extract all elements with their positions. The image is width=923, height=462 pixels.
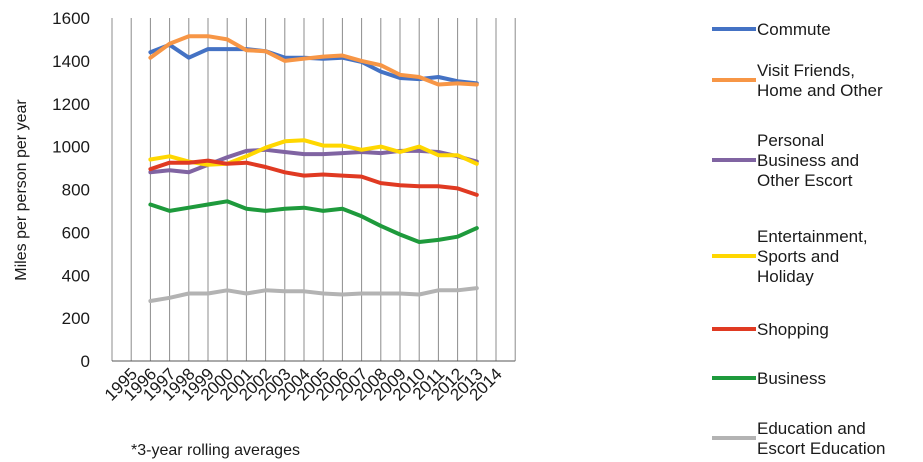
series-line [148, 286, 479, 303]
legend-label: Other Escort [757, 171, 853, 190]
legend-label: Sports and [757, 247, 839, 266]
series-line [148, 199, 479, 244]
y-tick-label: 0 [81, 352, 90, 371]
vertical-gridlines [111, 18, 516, 361]
series-line [148, 158, 479, 197]
legend-label: Business and [757, 151, 859, 170]
legend-label: Home and Other [757, 81, 883, 100]
footnote: *3-year rolling averages [131, 442, 300, 459]
legend-label: Entertainment, [757, 227, 868, 246]
legend-label: Shopping [757, 320, 829, 339]
legend: Commute Visit Friends,Home and Other Perso… [712, 20, 886, 458]
legend-label: Visit Friends, [757, 61, 855, 80]
y-tick-label: 1200 [52, 95, 90, 114]
series-line [148, 42, 479, 86]
y-tick-label: 1600 [52, 9, 90, 28]
y-tick-label: 1400 [52, 52, 90, 71]
y-axis-label: Miles per person per year [13, 99, 30, 281]
y-tick-labels: 0 200 400 600 800 1000 1200 1400 1600 [52, 9, 90, 371]
y-tick-label: 200 [62, 309, 90, 328]
y-tick-label: 600 [62, 223, 90, 242]
y-tick-label: 400 [62, 266, 90, 285]
y-tick-label: 1000 [52, 138, 90, 157]
x-tick-labels: 1995199619971998199920002001200220032004… [101, 364, 506, 404]
series-line [148, 138, 479, 167]
legend-label: Business [757, 369, 826, 388]
y-tick-label: 800 [62, 181, 90, 200]
legend-label: Escort Education [757, 439, 886, 458]
legend-label: Personal [757, 131, 824, 150]
series-line [148, 34, 479, 87]
legend-label: Education and [757, 419, 866, 438]
legend-label: Commute [757, 20, 831, 39]
legend-label: Holiday [757, 267, 814, 286]
series-lines [148, 34, 479, 303]
